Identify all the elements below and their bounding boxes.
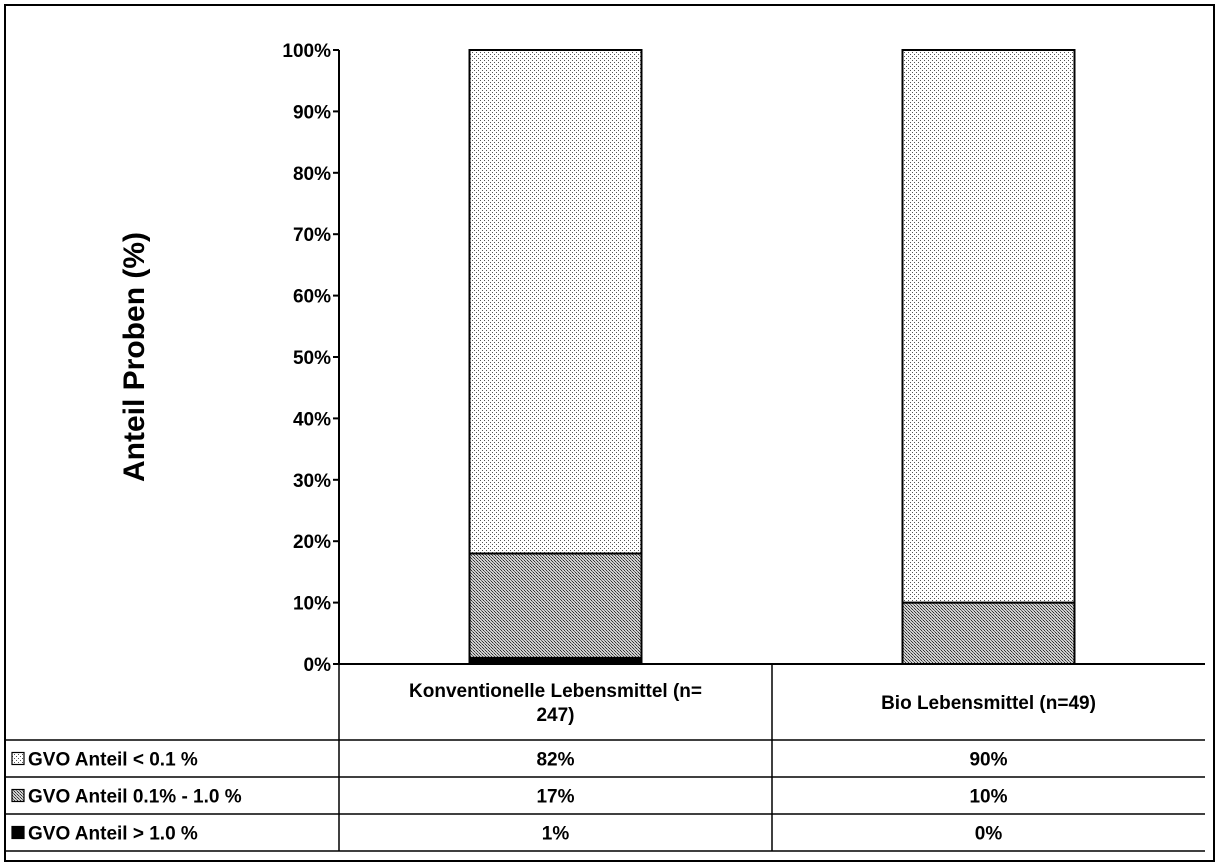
category-label: Bio Lebensmittel (n=49) (881, 693, 1096, 714)
y-tick-label: 30% (293, 471, 331, 492)
y-tick-label: 20% (293, 532, 331, 553)
legend-series-name: GVO Anteil > 1.0 % (28, 824, 198, 845)
y-axis-label: Anteil Proben (%) (118, 232, 151, 482)
legend-key-swatch (11, 788, 25, 803)
y-tick-label: 10% (293, 594, 331, 615)
legend-series-name: GVO Anteil 0.1% - 1.0 % (28, 787, 242, 808)
table-value: 90% (969, 750, 1007, 771)
y-tick-label: 50% (293, 348, 331, 369)
bar-segment (468, 552, 643, 659)
table-value: 17% (536, 787, 574, 808)
category-label: Konventionelle Lebensmittel (n= 247) (409, 681, 702, 726)
y-tick-label: 40% (293, 409, 331, 430)
table-value: 82% (536, 750, 574, 771)
data-table: Konventionelle Lebensmittel (n= 247) Bio L… (6, 664, 1205, 852)
y-tick-label: 90% (293, 102, 331, 123)
legend-key-swatch (11, 751, 25, 766)
table-value: 0% (975, 824, 1003, 845)
y-tick-label: 80% (293, 164, 331, 185)
bar-segment (468, 49, 643, 555)
bar-segment (901, 49, 1076, 604)
y-tick-label: 70% (293, 225, 331, 246)
y-tick-label: 0% (304, 655, 332, 676)
bars-group (468, 49, 1076, 665)
table-value: 1% (542, 824, 570, 845)
y-tick-label: 100% (282, 41, 331, 62)
legend-series-name: GVO Anteil < 0.1 % (28, 750, 198, 771)
legend-key-swatch (11, 825, 25, 840)
bar-segment (901, 601, 1076, 665)
y-tick-label: 60% (293, 287, 331, 308)
table-value: 10% (969, 787, 1007, 808)
